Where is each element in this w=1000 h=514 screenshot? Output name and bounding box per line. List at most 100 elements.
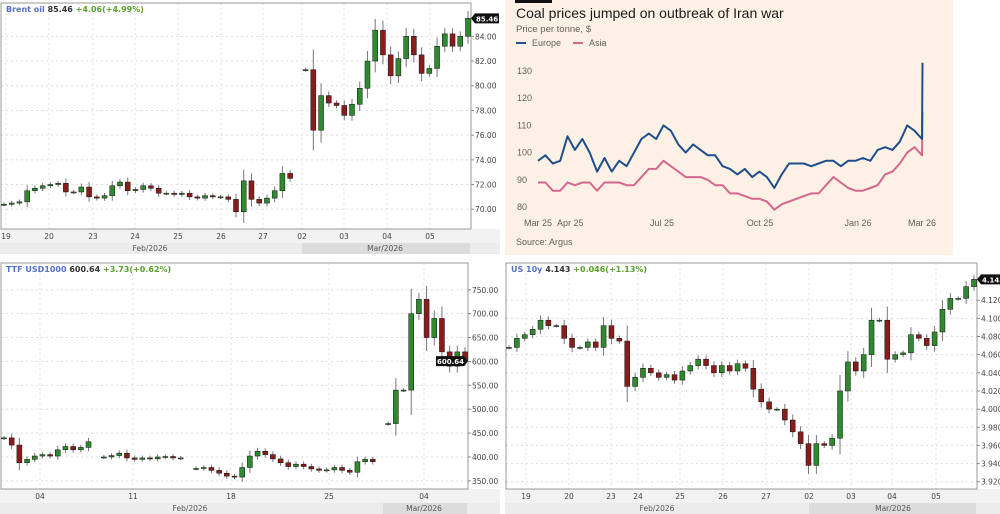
ttf-chart-panel: 350.00 400.00 450.00 500.00 550.00 600.00 650.…: [0, 260, 500, 514]
candle: [262, 451, 268, 455]
candle: [201, 467, 207, 469]
candle: [193, 468, 199, 470]
candle: [931, 331, 938, 346]
candle: [829, 437, 835, 446]
symbol-label: US 10y: [511, 265, 543, 274]
last-price-tag-label: 4.143: [982, 276, 1000, 284]
last-price: 4.143: [545, 265, 571, 274]
y-tick-label: 4.020: [981, 387, 1000, 396]
x-tick-label: 19: [521, 492, 531, 501]
candle: [821, 443, 828, 446]
month-band: [0, 503, 500, 514]
brand-bar: [515, 0, 552, 3]
candle: [154, 456, 161, 460]
legend-label: Europe: [532, 38, 562, 48]
candle: [16, 201, 23, 204]
candle: [561, 325, 567, 339]
candle: [101, 456, 107, 459]
candle: [380, 29, 386, 56]
candle: [163, 192, 170, 195]
x-tick-label: 19: [1, 232, 11, 241]
series-line-asia: [538, 111, 924, 211]
candle: [577, 347, 583, 349]
candle: [231, 475, 238, 478]
candle: [1, 437, 7, 440]
candle: [449, 33, 456, 47]
candle: [608, 325, 615, 339]
y-tick-label: 600.00: [472, 357, 498, 366]
candle: [277, 458, 284, 463]
x-tick-label: 03: [339, 232, 349, 241]
candle: [884, 319, 891, 360]
candle: [813, 443, 820, 466]
candle: [224, 472, 230, 477]
x-tick-label: 25: [173, 232, 183, 241]
candle: [148, 185, 154, 189]
candle: [24, 190, 30, 203]
y-tick-label: 4.120: [981, 296, 1000, 305]
candle: [339, 467, 345, 471]
y-tick-label: 3.980: [981, 423, 1000, 432]
brent-candlestick-chart[interactable]: 70.00 72.00 74.00 76.00 78.00 80.00 82.00 84.00…: [0, 0, 500, 255]
last-price-tag: [436, 356, 468, 367]
month-label: Mar/2026: [406, 504, 442, 513]
candle: [264, 197, 270, 204]
x-tick-label: 20: [564, 492, 574, 501]
candle: [147, 457, 153, 460]
symbol-label: Brent oil: [6, 5, 45, 14]
candle: [279, 173, 286, 191]
candle: [908, 334, 914, 354]
candle: [256, 199, 262, 204]
candle: [302, 69, 309, 71]
last-price-tag-label: 85.46: [476, 15, 498, 23]
y-tick-label: 4.060: [981, 351, 1000, 360]
candle: [24, 459, 30, 463]
candle: [529, 329, 536, 335]
candle: [170, 456, 176, 459]
candle: [310, 69, 317, 131]
candle: [671, 374, 678, 381]
y-tick-label: 80: [517, 202, 527, 212]
chart-title: Coal prices jumped on outbreak of Iran w…: [516, 5, 784, 21]
candle: [254, 451, 261, 457]
candle: [233, 199, 239, 212]
plot-frame: [0, 2, 472, 230]
candle: [939, 309, 946, 333]
candle: [47, 454, 53, 457]
candle: [632, 377, 638, 387]
candle: [162, 456, 169, 458]
candle: [186, 192, 193, 198]
candle: [349, 104, 355, 116]
x-tick-label: 27: [761, 492, 771, 501]
price-change: +4.06(+4.99%): [75, 5, 144, 14]
candle: [393, 389, 399, 424]
ttf-candlestick-chart[interactable]: 350.00 400.00 450.00 500.00 550.00 600.00 650.…: [0, 260, 500, 514]
legend-swatch: [516, 42, 526, 44]
candle: [1, 204, 7, 206]
legend-swatch: [573, 42, 583, 44]
candle: [569, 338, 575, 348]
last-price-tag: [471, 13, 499, 24]
candle: [616, 338, 623, 342]
y-tick-label: 70.00: [475, 205, 497, 214]
y-tick-label: 400.00: [472, 453, 498, 462]
price-change: +0.046(+1.13%): [573, 265, 648, 274]
us10y-candlestick-chart[interactable]: 3.920 3.940 3.960 3.980 4.000 4.020 4.040 4.060…: [505, 260, 1000, 514]
candle: [285, 462, 292, 467]
us10y-chart-panel: 3.920 3.940 3.960 3.980 4.000 4.020 4.040 4.060…: [505, 260, 1000, 514]
candle: [411, 36, 417, 56]
y-tick-label: 80.00: [475, 82, 497, 91]
y-tick-label: 700.00: [472, 310, 498, 319]
candle: [333, 102, 340, 106]
candle: [270, 454, 276, 460]
month-label: Mar/2026: [875, 504, 911, 513]
month-band: [0, 243, 500, 254]
candle: [585, 341, 591, 348]
candle: [592, 341, 599, 348]
y-tick-label: 100: [517, 148, 532, 158]
candle: [248, 180, 255, 200]
candle: [32, 187, 38, 191]
candle: [431, 318, 438, 338]
coal-line-chart: 80 90 100 110 120 130 Mar 25 Apr 25 Jul 25 Oct 25…: [517, 62, 936, 228]
x-tick-label: 04: [419, 492, 429, 501]
